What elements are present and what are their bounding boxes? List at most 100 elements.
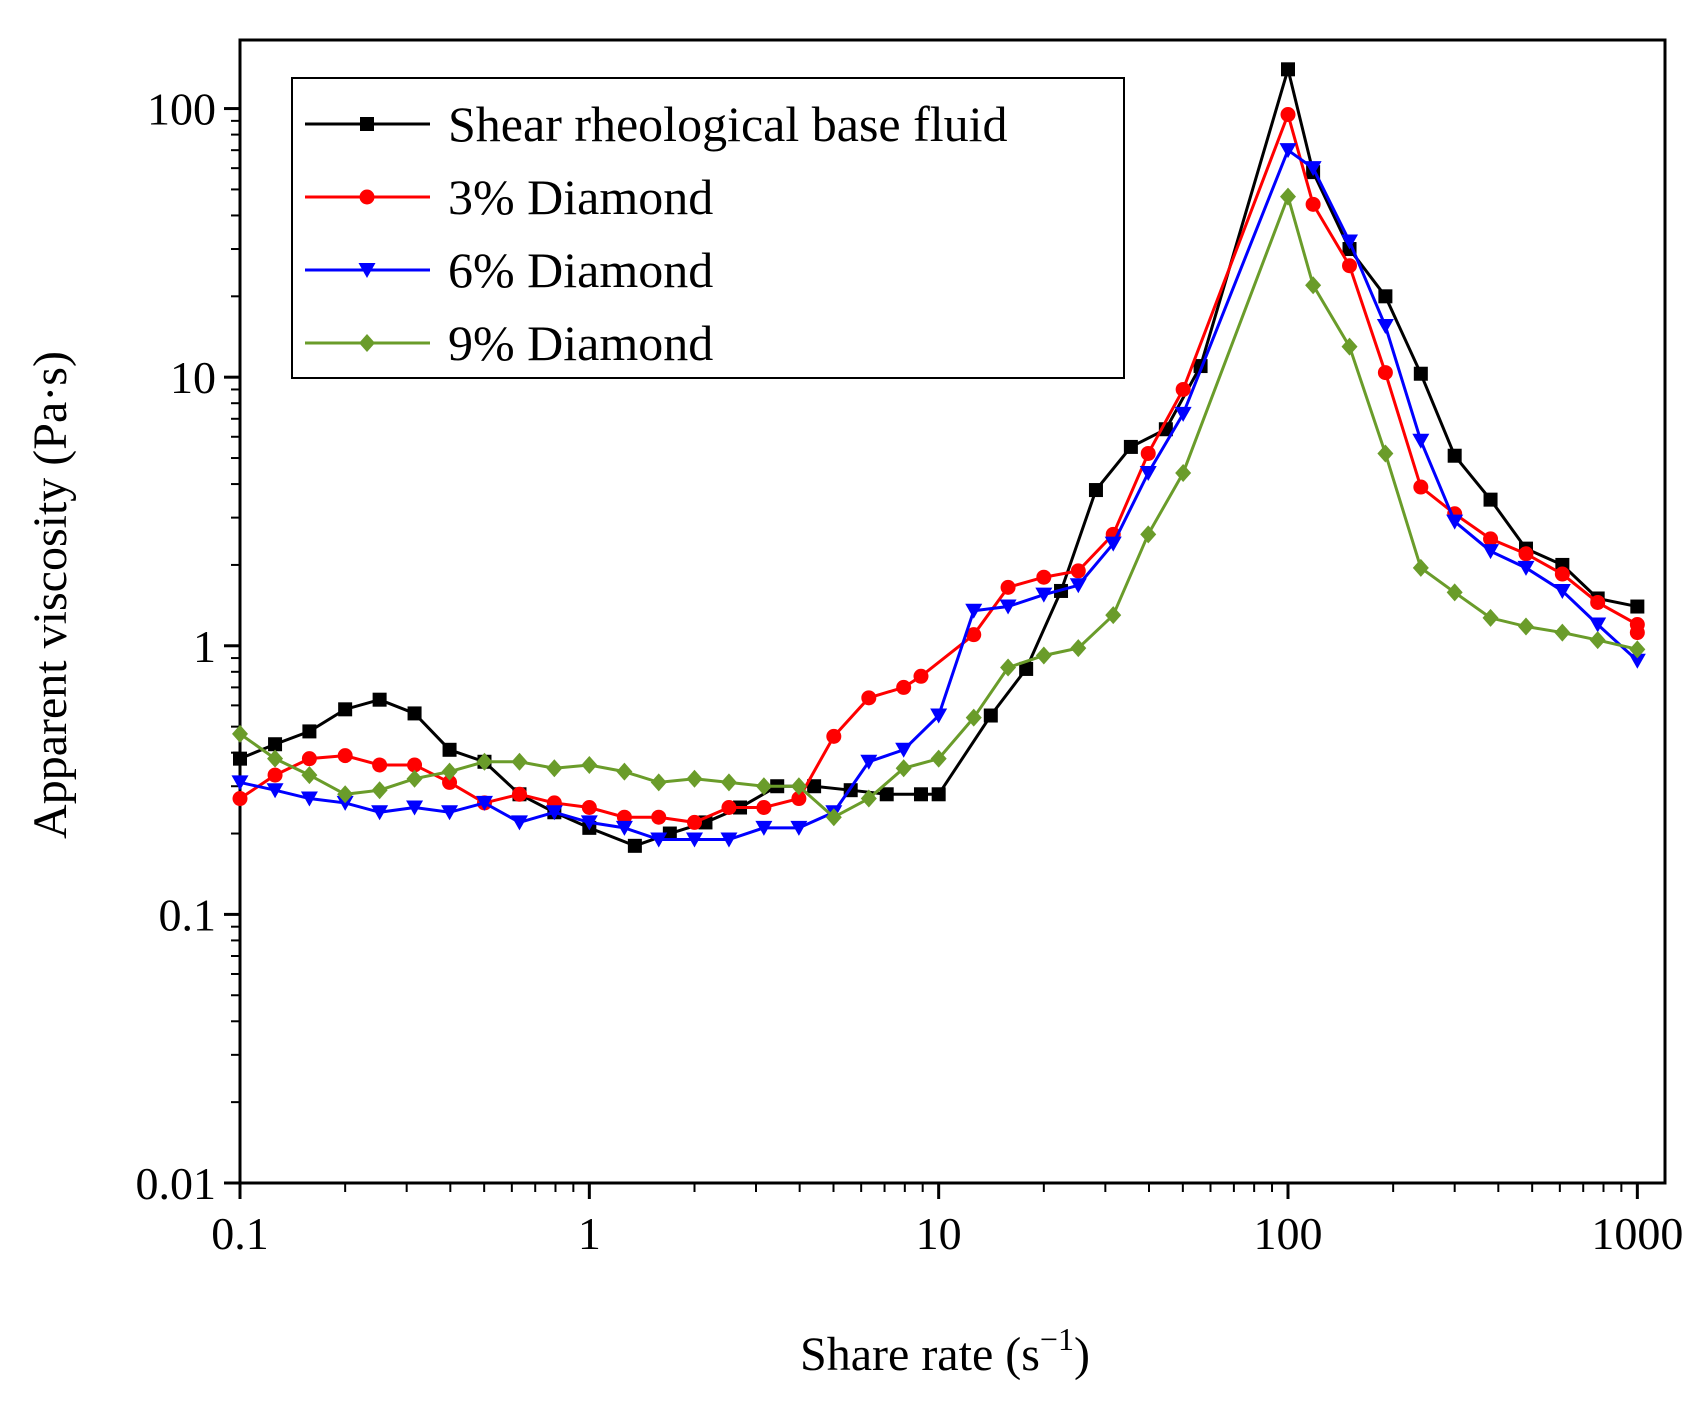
data-point [756,800,772,816]
data-point [1377,444,1394,463]
data-point [1554,623,1571,642]
data-point [1628,653,1646,669]
data-point [441,805,459,821]
series-3 [231,143,1646,848]
data-point [650,832,668,848]
data-point [825,808,842,827]
data-point [930,749,947,768]
data-point [662,826,677,841]
data-point [650,773,667,792]
data-point [1553,583,1571,599]
data-point [267,767,283,783]
y-tick-label: 0.1 [159,889,217,940]
plot-area [238,38,1667,1185]
data-point [371,805,389,821]
data-point [790,777,807,796]
legend-item: 6% Diamond [305,242,713,298]
legend-marker [359,334,375,352]
data-point [807,779,822,794]
data-point [1517,560,1535,576]
data-point [895,742,913,758]
data-point [337,785,354,804]
legend-label: Shear rheological base fluid [448,96,1008,152]
data-point [826,728,842,744]
data-point [442,774,458,790]
data-point [371,781,388,800]
data-point [336,795,354,811]
data-point [442,742,457,757]
data-point [372,757,388,773]
legend-label: 3% Diamond [448,169,713,225]
legend-marker [358,263,376,278]
data-point [1590,594,1606,610]
data-point [1035,587,1053,603]
data-point [651,809,667,825]
data-point [966,627,982,643]
data-point [511,786,527,802]
data-point [268,737,283,752]
legend-marker [359,189,375,205]
legend-item: Shear rheological base fluid [305,96,1008,152]
data-point [686,769,703,788]
data-point [1280,187,1297,206]
legend-item: 3% Diamond [305,169,713,225]
data-point [1035,646,1052,665]
data-point [1446,514,1464,530]
data-point [511,752,528,771]
data-point [1069,578,1087,594]
x-axis: 0.1 1 10 100 1000 [211,1183,1683,1259]
data-point [1036,569,1052,585]
data-point [965,603,983,619]
data-point [266,783,284,799]
data-point [372,692,387,707]
data-point [1517,617,1534,636]
x-tick-label: 1000 [1591,1208,1683,1259]
data-point [931,787,946,802]
data-point [1140,445,1156,461]
data-point [1446,583,1463,602]
data-point [896,679,912,695]
data-point [302,724,317,739]
data-point [1377,365,1393,381]
data-point [1139,465,1157,481]
data-point [1304,161,1322,177]
x-tick-label: 10 [916,1208,962,1259]
data-point [407,706,422,721]
x-tick-label: 1 [578,1208,601,1259]
data-point [930,708,948,724]
data-point [790,820,808,836]
data-point [983,708,998,723]
data-point [1629,625,1645,641]
data-point [860,754,878,770]
data-point [1305,276,1322,295]
data-point [1378,289,1393,304]
data-point [1412,433,1430,449]
data-point [1482,544,1500,560]
data-point [755,777,772,796]
data-point [1140,525,1157,544]
legend-box [291,77,1125,379]
data-point [476,752,493,771]
data-point [407,757,423,773]
data-point [913,787,928,802]
data-point [685,832,703,848]
data-point [1483,492,1498,507]
data-point [965,708,982,727]
data-point [233,751,247,766]
data-point [337,748,353,764]
data-point [301,751,317,767]
series-4 [232,187,1646,827]
data-point [1123,439,1138,454]
data-point [300,791,318,807]
data-point [1376,319,1394,335]
data-point [791,791,807,807]
data-point [581,755,598,774]
y-tick-label: 1 [193,621,216,672]
data-point [1482,608,1499,627]
data-point [913,668,929,684]
data-point [1447,448,1462,463]
data-point [232,724,248,743]
data-point [1175,381,1191,397]
data-point [895,759,912,778]
